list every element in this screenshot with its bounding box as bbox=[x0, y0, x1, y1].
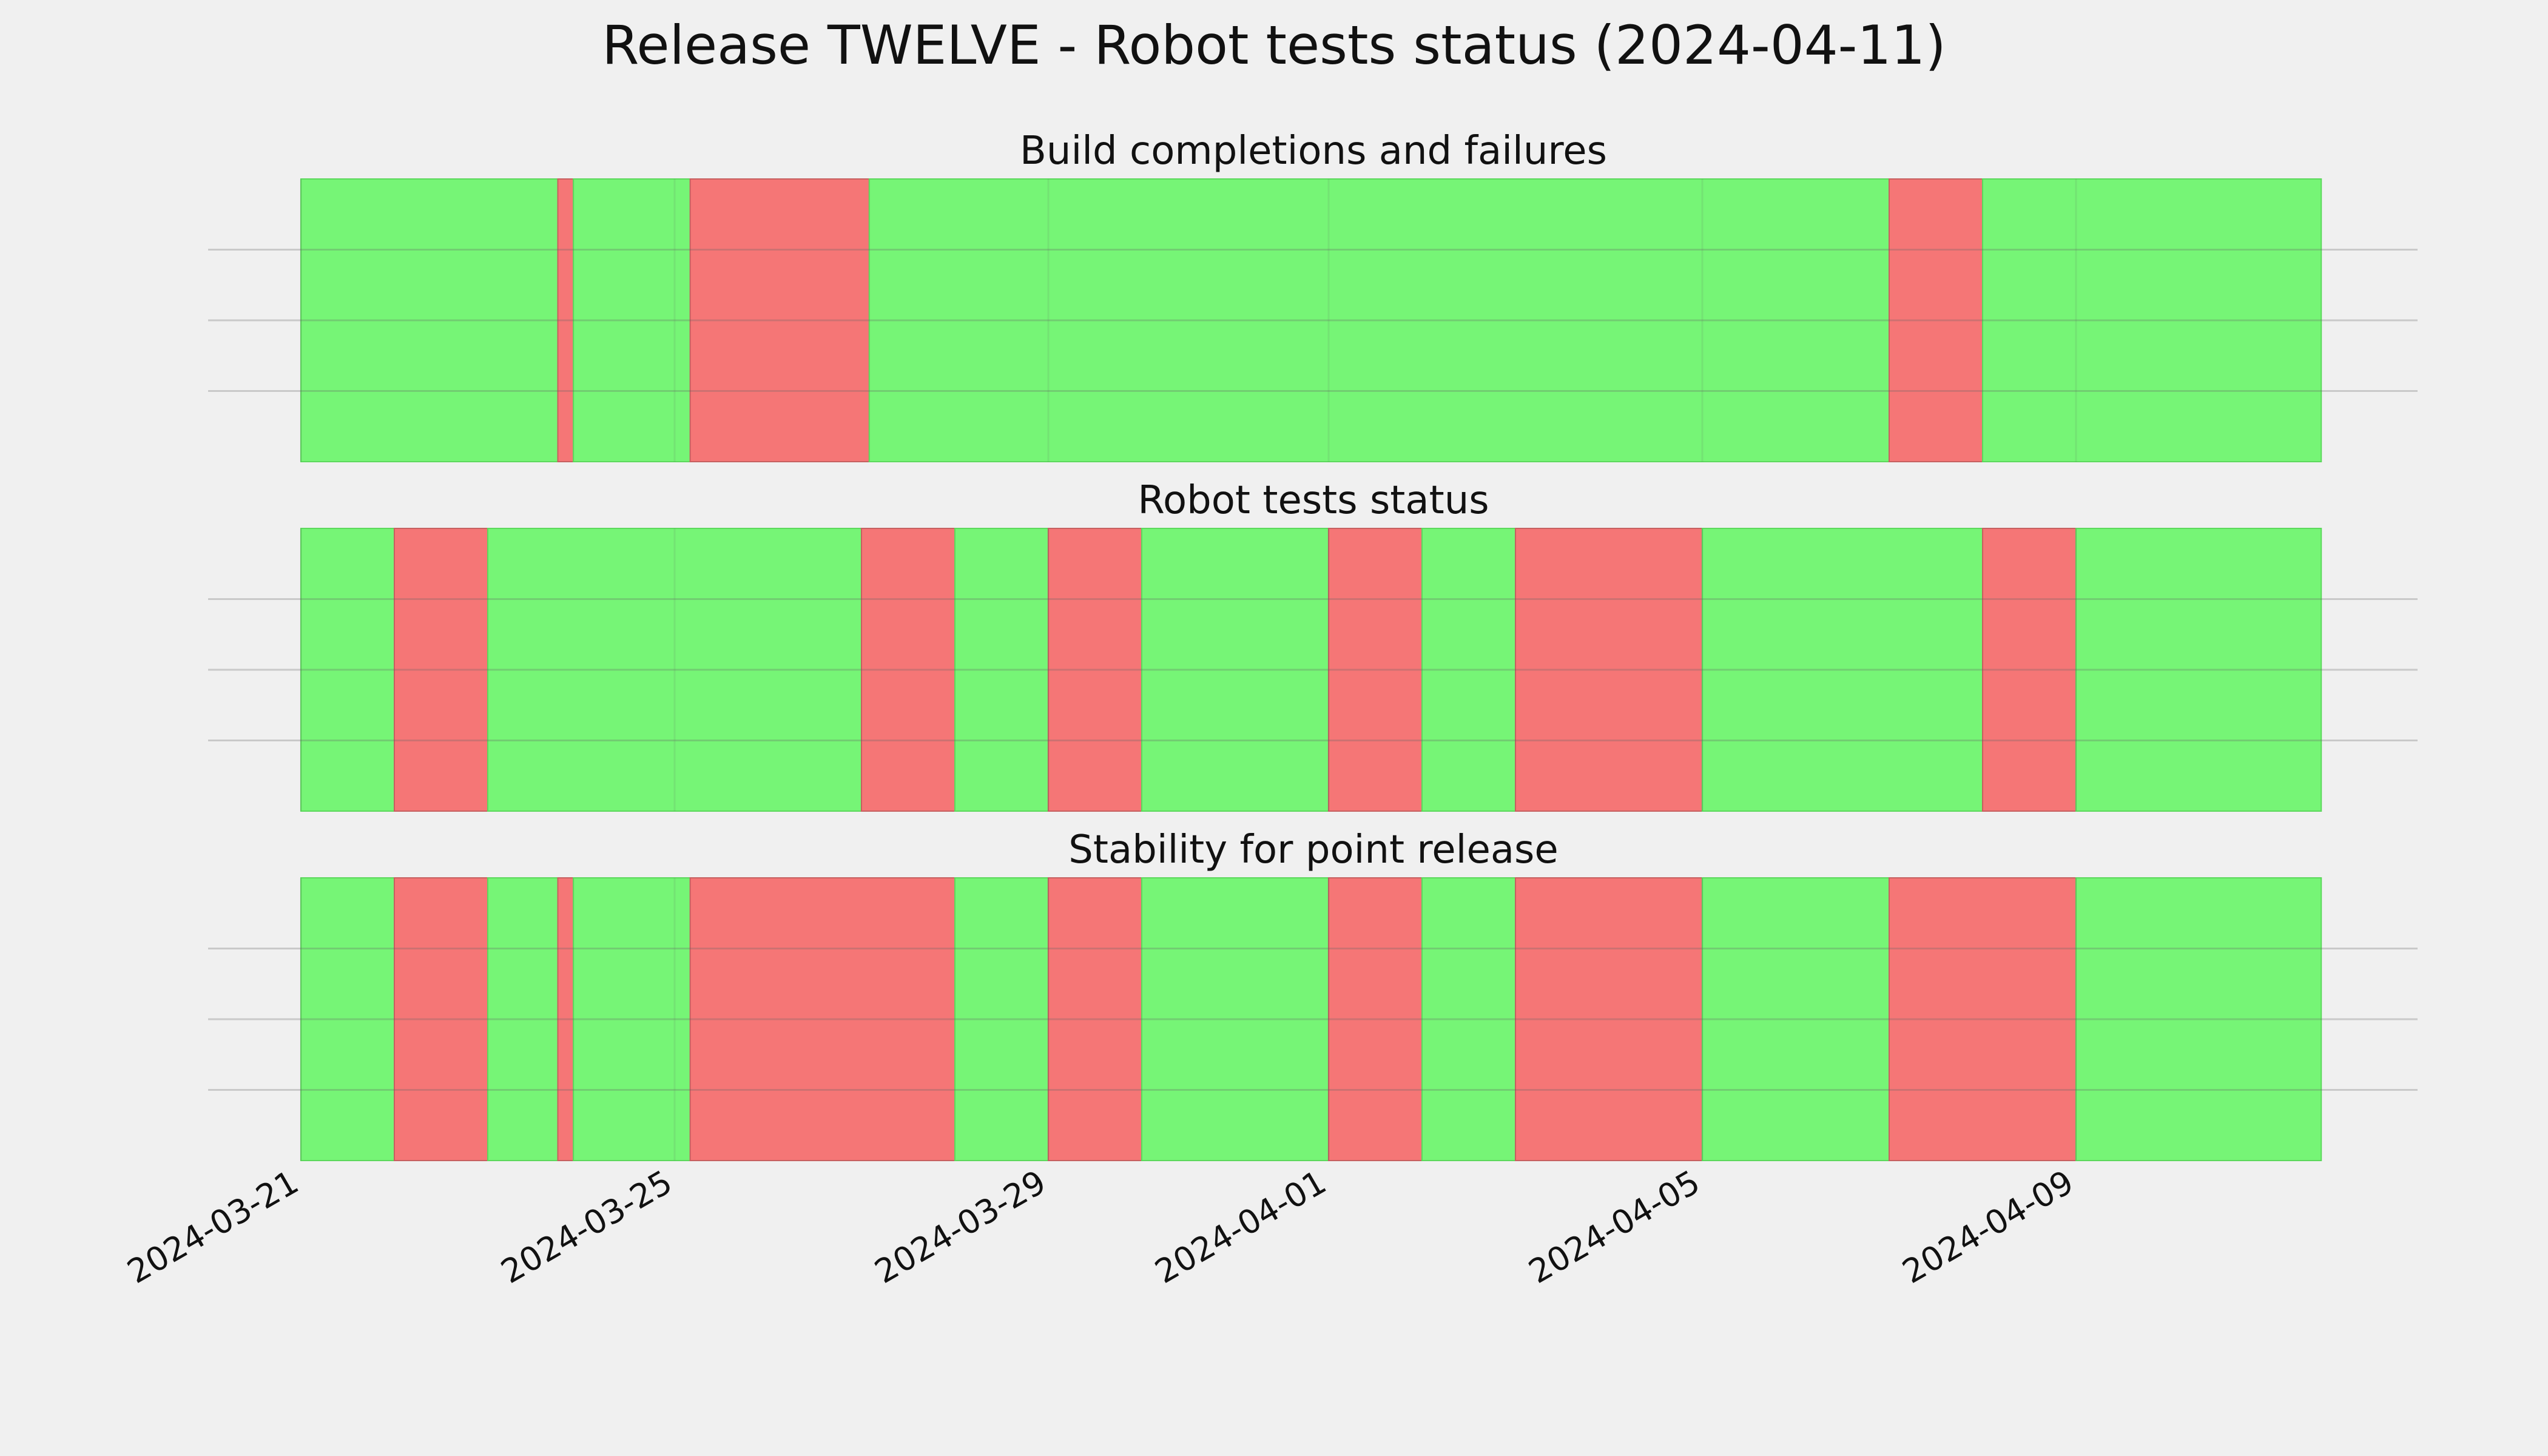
status-segment-pass bbox=[1421, 528, 1516, 812]
status-segment-fail bbox=[394, 877, 488, 1161]
status-segment-pass bbox=[1141, 528, 1329, 812]
status-segment-pass bbox=[1702, 528, 1983, 812]
status-segment-fail bbox=[1515, 877, 1703, 1161]
status-segment-pass bbox=[2075, 877, 2322, 1161]
status-segment-pass bbox=[300, 877, 395, 1161]
status-segment-pass bbox=[573, 178, 691, 462]
status-segment-pass bbox=[300, 178, 559, 462]
status-segment-fail bbox=[1048, 528, 1142, 812]
chart-title: Release TWELVE - Robot tests status (202… bbox=[602, 14, 1946, 76]
status-segment-pass bbox=[1702, 877, 1890, 1161]
status-segment-fail bbox=[689, 178, 870, 462]
status-segment-fail bbox=[557, 178, 575, 462]
x-tick-label: 2024-04-09 bbox=[1896, 1163, 2080, 1291]
x-tick-label: 2024-03-25 bbox=[494, 1163, 678, 1291]
status-segment-pass bbox=[1982, 178, 2322, 462]
status-segment-pass bbox=[868, 178, 1890, 462]
status-segment-fail bbox=[1889, 877, 2077, 1161]
panel: Stability for point release bbox=[208, 827, 2418, 1161]
panel: Robot tests status bbox=[208, 478, 2418, 812]
status-segment-fail bbox=[394, 528, 488, 812]
status-segment-pass bbox=[487, 877, 559, 1161]
status-segment-fail bbox=[861, 528, 956, 812]
panel-title: Build completions and failures bbox=[1020, 129, 1607, 174]
status-segment-pass bbox=[1421, 877, 1516, 1161]
status-segment-pass bbox=[1141, 877, 1329, 1161]
x-tick-label: 2024-04-01 bbox=[1148, 1163, 1332, 1291]
panel-title: Stability for point release bbox=[1068, 827, 1559, 872]
panel: Build completions and failures bbox=[208, 129, 2418, 462]
x-tick-label: 2024-04-05 bbox=[1522, 1163, 1706, 1291]
x-axis: 2024-03-21 2024-03-25 2024-03-29 2024-04-01… bbox=[121, 1163, 2080, 1291]
status-segment-fail bbox=[1515, 528, 1703, 812]
status-segment-fail bbox=[1982, 528, 2077, 812]
x-tick-label: 2024-03-21 bbox=[121, 1163, 305, 1291]
chart-panels: Build completions and failures Robot test… bbox=[208, 129, 2418, 1161]
x-tick-label: 2024-03-29 bbox=[868, 1163, 1052, 1291]
status-segment-fail bbox=[689, 877, 956, 1161]
status-segment-pass bbox=[300, 528, 395, 812]
status-segment-pass bbox=[2075, 528, 2322, 812]
status-segment-pass bbox=[954, 877, 1049, 1161]
status-segment-fail bbox=[1328, 528, 1423, 812]
panel-title: Robot tests status bbox=[1138, 478, 1489, 523]
status-segment-pass bbox=[573, 877, 691, 1161]
status-segment-fail bbox=[1889, 178, 1983, 462]
status-segment-pass bbox=[487, 528, 862, 812]
